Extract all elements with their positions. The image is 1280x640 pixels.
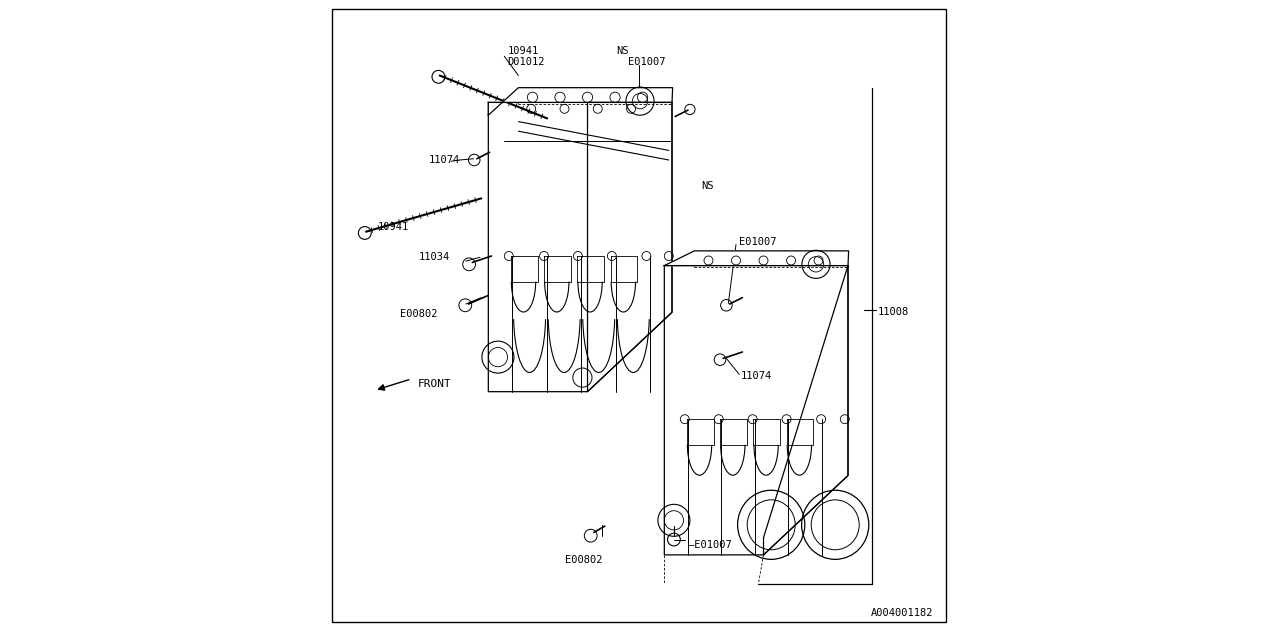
Text: NS: NS <box>617 46 628 56</box>
Text: —E01007: —E01007 <box>689 540 732 550</box>
Text: 10941: 10941 <box>507 46 539 56</box>
Text: E00802: E00802 <box>566 555 603 565</box>
Text: 11074: 11074 <box>429 155 460 165</box>
Text: A004001182: A004001182 <box>870 607 933 618</box>
Polygon shape <box>664 266 849 555</box>
Polygon shape <box>588 102 672 392</box>
Text: 11074: 11074 <box>741 371 772 381</box>
Text: FRONT: FRONT <box>417 379 451 389</box>
Text: 11008: 11008 <box>878 307 909 317</box>
Polygon shape <box>664 251 849 266</box>
Polygon shape <box>489 102 672 392</box>
Polygon shape <box>763 266 849 555</box>
Text: E00802: E00802 <box>399 308 438 319</box>
Text: 10941: 10941 <box>378 222 408 232</box>
Text: D01012: D01012 <box>507 57 545 67</box>
Text: E01007: E01007 <box>628 57 666 67</box>
Polygon shape <box>588 102 672 392</box>
Polygon shape <box>489 88 673 115</box>
Text: 11034: 11034 <box>420 252 451 262</box>
Text: E01007: E01007 <box>740 237 777 247</box>
Text: NS: NS <box>701 180 714 191</box>
